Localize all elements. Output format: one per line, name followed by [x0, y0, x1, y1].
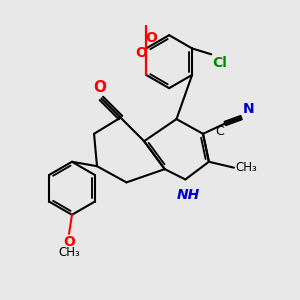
Text: O: O [135, 46, 147, 60]
Text: NH: NH [177, 188, 200, 202]
Text: N: N [243, 102, 254, 116]
Text: O: O [64, 236, 76, 249]
Text: C: C [215, 125, 224, 138]
Text: CH₃: CH₃ [59, 246, 80, 259]
Text: Cl: Cl [213, 56, 228, 70]
Text: O: O [93, 80, 106, 95]
Text: O: O [146, 32, 158, 46]
Text: CH₃: CH₃ [236, 161, 257, 174]
